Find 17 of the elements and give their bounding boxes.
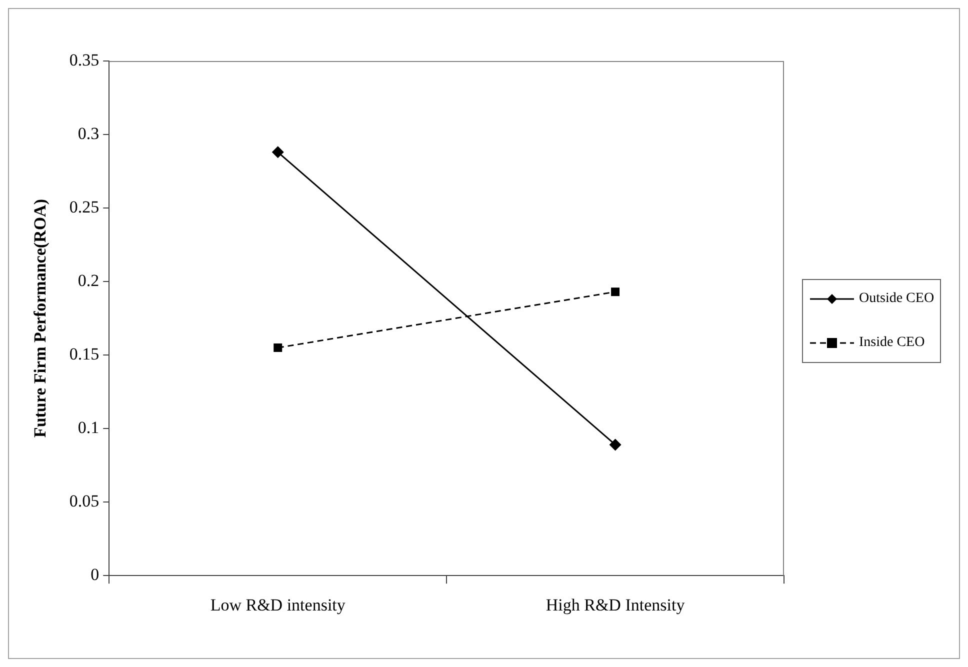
x-tick-label: Low R&D intensity [210, 595, 346, 614]
legend-label: Inside CEO [859, 335, 925, 351]
legend-label: Outside CEO [859, 291, 934, 307]
y-tick-label: 0.2 [78, 271, 100, 290]
y-axis-title: Future Firm Performance(ROA) [30, 199, 50, 438]
y-tick-label: 0.3 [78, 124, 100, 143]
y-tick-label: 0.15 [69, 344, 100, 364]
point [274, 343, 282, 352]
point [611, 288, 620, 296]
y-tick-label: 0.25 [69, 197, 100, 216]
y-tick-label: 0.1 [78, 418, 100, 438]
y-tick-label: 0 [90, 565, 100, 584]
x-tick-label: High R&D Intensity [546, 595, 686, 614]
y-tick-label: 0.05 [69, 492, 100, 511]
point [272, 146, 284, 158]
y-tick-label: 0.35 [69, 50, 100, 70]
point [609, 438, 622, 451]
